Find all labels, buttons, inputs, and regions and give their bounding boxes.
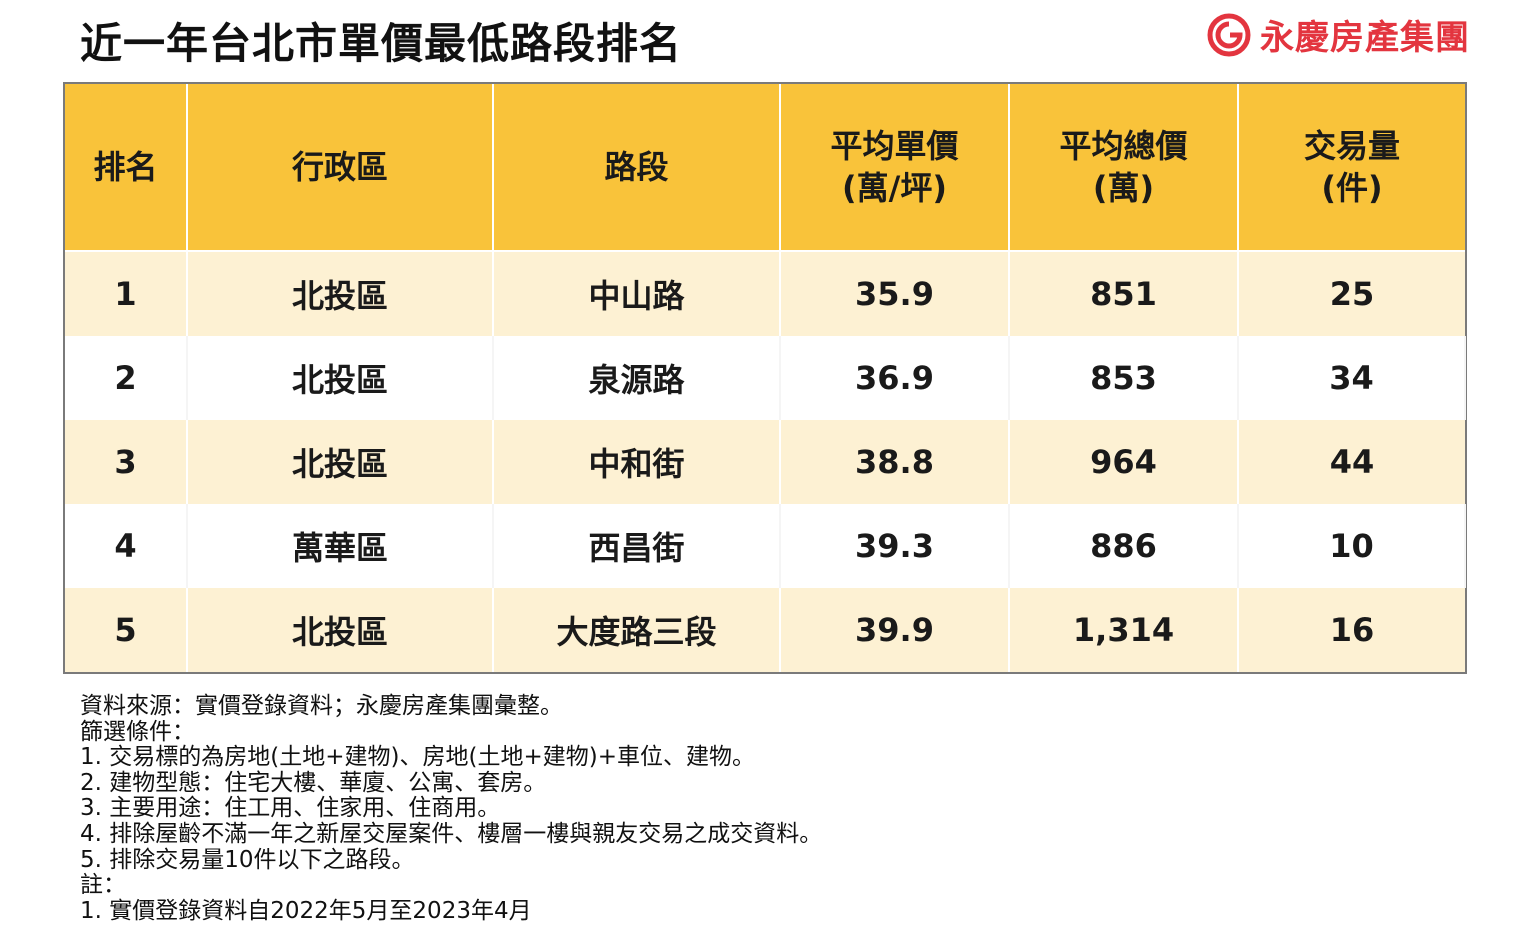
table-cell: 44 — [1238, 420, 1465, 504]
table-cell: 34 — [1238, 336, 1466, 420]
table-cell: 北投區 — [187, 420, 494, 504]
table-cell: 5 — [65, 588, 188, 672]
table-cell: 西昌街 — [493, 504, 781, 588]
column-header: 平均總價 (萬) — [1009, 84, 1239, 252]
table-cell: 853 — [1009, 336, 1239, 420]
table-cell: 北投區 — [187, 251, 494, 336]
table-cell: 2 — [65, 336, 188, 420]
table-cell: 中和街 — [493, 420, 781, 504]
column-header: 行政區 — [187, 84, 494, 252]
table-cell: 萬華區 — [187, 504, 494, 588]
note-line: 2. 建物型態：住宅大樓、華廈、公寓、套房。 — [80, 769, 547, 796]
table-row: 1 北投區 中山路 35.9 851 25 — [65, 251, 1465, 336]
table-cell: 3 — [65, 420, 188, 504]
table-cell: 35.9 — [780, 251, 1010, 336]
table-cell: 886 — [1009, 504, 1239, 588]
note-line: 註： — [80, 872, 126, 899]
note-line: 5. 排除交易量10件以下之路段。 — [80, 846, 415, 873]
source-notes: 資料來源：實價登錄資料；永慶房產集團彙整。 篩選條件： 1. 交易標的為房地(土地+… — [80, 693, 823, 924]
table-cell: 38.8 — [780, 420, 1010, 504]
table-cell: 16 — [1238, 588, 1465, 672]
table-cell: 39.9 — [780, 588, 1010, 672]
table-cell: 中山路 — [493, 251, 781, 336]
table-header-row: 排名 行政區 路段 平均單價 (萬/坪) 平均總價 (萬) 交易量 (件) — [65, 84, 1465, 252]
table-cell: 1 — [65, 251, 188, 336]
table-cell: 25 — [1238, 251, 1465, 336]
table-cell: 北投區 — [187, 588, 494, 672]
note-line: 4. 排除屋齡不滿一年之新屋交屋案件、樓層一樓與親友交易之成交資料。 — [80, 820, 823, 847]
table-cell: 北投區 — [187, 336, 494, 420]
table-row: 2 北投區 泉源路 36.9 853 34 — [65, 336, 1466, 420]
page-title: 近一年台北市單價最低路段排名 — [80, 19, 683, 68]
note-line: 篩選條件： — [80, 718, 195, 745]
table-cell: 964 — [1009, 420, 1239, 504]
table-row: 4 萬華區 西昌街 39.3 886 10 — [65, 504, 1466, 588]
ranking-table: 排名 行政區 路段 平均單價 (萬/坪) 平均總價 (萬) 交易量 (件) 1 北投區 中山路 35.… — [63, 82, 1467, 674]
table-cell: 36.9 — [780, 336, 1010, 420]
table-cell: 10 — [1238, 504, 1466, 588]
column-header: 排名 — [65, 84, 188, 252]
table-body: 1 北投區 中山路 35.9 851 25 2 北投區 泉源路 36.9 853 34 3 北投區 中和街 3… — [65, 251, 1466, 672]
table-cell: 851 — [1009, 251, 1239, 336]
table-cell: 4 — [65, 504, 188, 588]
note-line: 3. 主要用途：住工用、住家用、住商用。 — [80, 795, 501, 822]
note-line: 1. 交易標的為房地(土地+建物)、房地(土地+建物)+車位、建物。 — [80, 744, 755, 771]
g-swirl-logo-icon — [1207, 13, 1251, 56]
table-cell: 大度路三段 — [493, 588, 781, 672]
column-header: 路段 — [493, 84, 781, 252]
column-header: 交易量 (件) — [1238, 84, 1465, 252]
table-cell: 39.3 — [780, 504, 1010, 588]
brand-name: 永慶房產集團 — [1260, 18, 1470, 58]
column-header: 平均單價 (萬/坪) — [780, 84, 1010, 252]
note-line: 1. 實價登錄資料自2022年5月至2023年4月 — [80, 897, 532, 924]
table-cell: 1,314 — [1009, 588, 1239, 672]
note-line: 資料來源：實價登錄資料；永慶房產集團彙整。 — [80, 693, 563, 719]
table-cell: 泉源路 — [493, 336, 781, 420]
table-row: 3 北投區 中和街 38.8 964 44 — [65, 420, 1465, 504]
brand-logo: 永慶房產集團 — [1206, 10, 1470, 59]
table-row: 5 北投區 大度路三段 39.9 1,314 16 — [65, 588, 1465, 672]
